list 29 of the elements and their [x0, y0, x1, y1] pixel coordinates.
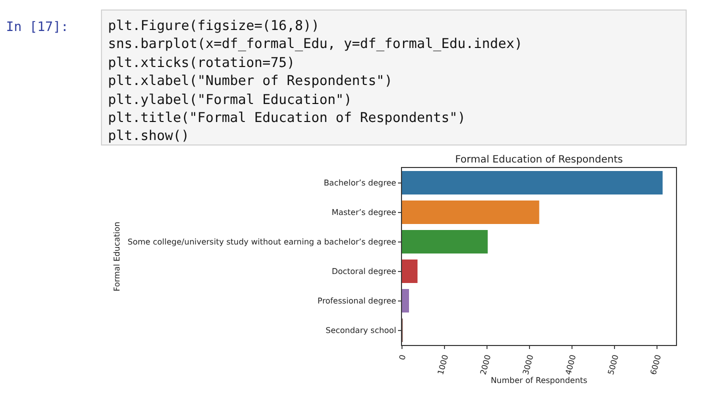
x-axis-title: Number of Respondents: [490, 376, 588, 385]
y-tick-label: Secondary school: [326, 326, 396, 336]
chart-title: Formal Education of Respondents: [455, 154, 623, 166]
text: plt.Figure(figsize=(16,8)): [108, 18, 320, 34]
bar: [402, 288, 410, 313]
x-tick-label: 4000: [564, 354, 578, 376]
x-tick-label: 1000: [436, 354, 450, 376]
text: plt.ylabel("Formal Education"): [108, 92, 352, 108]
y-axis-title: Formal Education: [112, 222, 122, 292]
text: In [17]:: [6, 20, 69, 35]
y-tick-label: Some college/university study without earning a bachelor’s degree: [128, 238, 396, 247]
text: plt.xticks(rotation=75): [108, 55, 295, 71]
x-tick-label: 0: [398, 354, 408, 362]
y-tick-label: Doctoral degree: [332, 267, 396, 276]
text: plt.title("Formal Education of Respondents"): [108, 110, 466, 126]
bar: [402, 230, 488, 254]
bar: [402, 170, 663, 195]
y-tick-label: Master’s degree: [332, 208, 396, 218]
text: sns.barplot(x=df_formal_Edu, y=df_formal_Edu.index): [108, 36, 523, 52]
y-tick-label: Professional degree: [318, 296, 396, 306]
y-tick-label: Bachelor’s degree: [324, 178, 396, 188]
x-tick-label: 3000: [521, 354, 536, 376]
text: plt.xlabel("Number of Respondents"): [108, 73, 392, 89]
x-tick-label: 2000: [478, 354, 493, 376]
bar: [402, 200, 540, 224]
x-tick-label: 6000: [648, 354, 663, 376]
bar: [402, 259, 418, 284]
text: plt.show(): [108, 128, 190, 144]
x-tick-label: 5000: [606, 354, 620, 376]
